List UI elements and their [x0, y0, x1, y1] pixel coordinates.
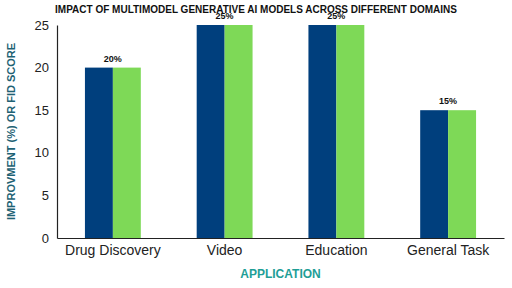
tick-label: General Task	[407, 242, 490, 258]
title: IMPACT OF MULTIMODEL GENERATIVE AI MODEL…	[55, 4, 457, 15]
x-axis-title: APPLICATION	[240, 267, 320, 281]
y-axis: 0 5 10 15 20 25	[35, 18, 58, 246]
bar	[336, 25, 364, 238]
plot: 0 5 10 15 20 25 Drug Discovery Video Education Ge…	[35, 11, 505, 258]
bar	[197, 25, 225, 238]
chart: 0 5 10 15 20 25 Drug Discovery Video Education Ge…	[0, 0, 512, 288]
tick-label: 20	[35, 60, 49, 75]
tick-label: Drug Discovery	[65, 242, 161, 258]
tick: 20	[35, 60, 57, 75]
x-axis: Drug Discovery Video Education General Task	[58, 239, 505, 258]
axis-line	[58, 238, 505, 239]
data-label: 20%	[104, 54, 122, 64]
tick: Drug Discovery	[65, 242, 161, 258]
tick-label: Education	[305, 242, 367, 258]
tick-label: 15	[35, 103, 49, 118]
tick: 10	[35, 145, 57, 160]
bar	[420, 110, 448, 238]
data-labels: 20%25%25%15%	[104, 11, 457, 106]
tick: 25	[35, 18, 57, 33]
tick-label: 10	[35, 145, 49, 160]
axis-line	[57, 26, 58, 239]
bar	[113, 68, 141, 238]
tick: Education	[305, 242, 367, 258]
y-axis-title: IMPROVMENT (%) OR FID SCORE	[5, 43, 17, 220]
tick: 5	[42, 188, 57, 203]
bar	[85, 68, 113, 238]
tick-label: 5	[42, 188, 49, 203]
bar	[308, 25, 336, 238]
bars	[85, 25, 476, 238]
tick-label: 0	[42, 231, 49, 246]
tick: 0	[42, 231, 57, 246]
tick-label: Video	[207, 242, 243, 258]
bar	[225, 25, 253, 238]
tick: Video	[207, 242, 243, 258]
bar	[448, 110, 476, 238]
tick-label: 25	[35, 18, 49, 33]
tick: 15	[35, 103, 57, 118]
data-label: 15%	[439, 96, 457, 106]
tick: General Task	[407, 242, 490, 258]
